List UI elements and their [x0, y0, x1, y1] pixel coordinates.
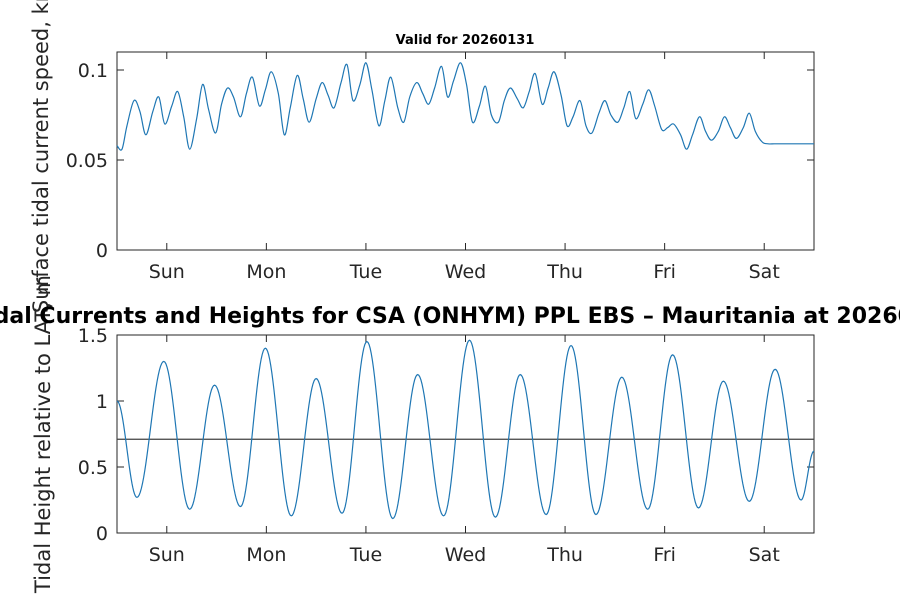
current-chart-title: Valid for 20260131 [396, 33, 535, 48]
height-y-axis-label: Tidal Height relative to LAT, m [31, 275, 55, 594]
main-title: Tidal Currents and Heights for CSA (ONHY… [0, 304, 900, 329]
current-speed-axes: Sun Mon Tue Wed Thu Fri Sat 0 0.05 0.1 Valid for … [29, 0, 815, 313]
tidal-height-axes: Sun Mon Tue Wed Thu Fri Sat 0 0.5 1 1.5 Tidal Heig… [31, 275, 815, 594]
current-x-tick-label: Wed [445, 261, 486, 283]
current-y-tick-label: 0.1 [78, 60, 108, 82]
height-x-tick-label: Thu [546, 544, 583, 566]
current-y-tick-label: 0 [96, 240, 108, 262]
height-axes-box [116, 334, 815, 534]
height-x-tick-label: Fri [653, 544, 676, 566]
height-y-tick-label: 1 [96, 391, 108, 413]
current-speed-line [116, 62, 814, 151]
height-y-tick-label: 0 [96, 523, 108, 545]
current-axes-ticks: Sun Mon Tue Wed Thu Fri Sat 0 0.05 0.1 [66, 52, 814, 283]
height-axes-ticks: Sun Mon Tue Wed Thu Fri Sat 0 0.5 1 1.5 [78, 325, 814, 566]
height-y-tick-label: 0.5 [78, 457, 108, 479]
current-y-tick-label: 0.05 [66, 150, 108, 172]
current-x-tick-label: Fri [653, 261, 676, 283]
height-x-tick-label: Wed [445, 544, 486, 566]
height-x-tick-label: Sat [749, 544, 780, 566]
height-y-tick-label: 1.5 [78, 325, 108, 347]
current-x-tick-label: Sat [749, 261, 780, 283]
current-y-axis-label: Surface tidal current speed, kn [29, 0, 53, 313]
current-axes-box [116, 51, 815, 251]
current-x-tick-label: Mon [246, 261, 286, 283]
height-x-tick-label: Sun [149, 544, 185, 566]
current-x-tick-label: Thu [546, 261, 583, 283]
height-x-tick-label: Tue [349, 544, 382, 566]
height-x-tick-label: Mon [246, 544, 286, 566]
tidal-height-line [116, 339, 815, 520]
current-x-tick-label: Tue [349, 261, 382, 283]
current-x-tick-label: Sun [149, 261, 185, 283]
